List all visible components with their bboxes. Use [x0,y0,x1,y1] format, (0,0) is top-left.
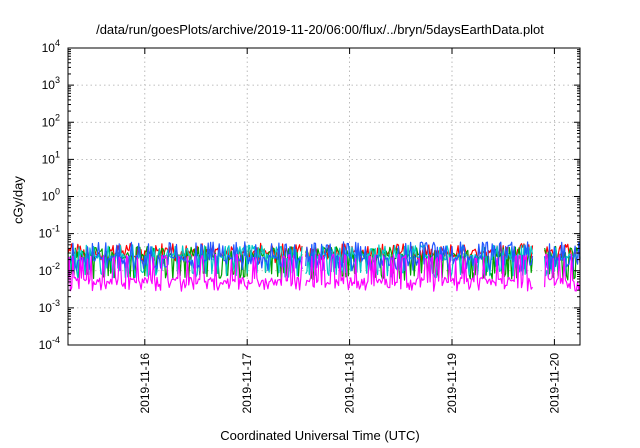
y-tick-layer: 10-4 10-3 10-2 10-1 100 101 102 103 104 [39,38,580,352]
series-layer [67,241,581,292]
x-tick-label: 2019-11-16 [138,353,152,414]
x-tick-label: 2019-11-19 [445,353,459,414]
x-tick-label: 2019-11-18 [343,353,357,414]
y-tick-label: 101 [42,149,60,166]
y-axis-label: cGy/day [10,176,26,224]
y-tick-label: 10-1 [39,224,60,241]
y-tick-label: 102 [42,112,60,129]
x-axis-label: Coordinated Universal Time (UTC) [220,428,420,443]
series-line-4 [67,253,581,292]
y-tick-label: 103 [42,75,60,92]
x-tick-layer: 2019-11-16 2019-11-17 2019-11-18 2019-11-19… [138,48,561,414]
grid-layer [68,48,580,345]
x-tick-label: 2019-11-20 [547,353,561,414]
x-tick-label: 2019-11-17 [240,353,254,414]
y-tick-label: 10-2 [39,261,60,278]
y-tick-label: 10-4 [39,335,60,352]
chart-title: /data/run/goesPlots/archive/2019-11-20/0… [96,22,544,37]
y-tick-label: 10-3 [39,298,60,315]
y-tick-label: 100 [42,187,60,204]
y-tick-label: 104 [42,38,60,55]
